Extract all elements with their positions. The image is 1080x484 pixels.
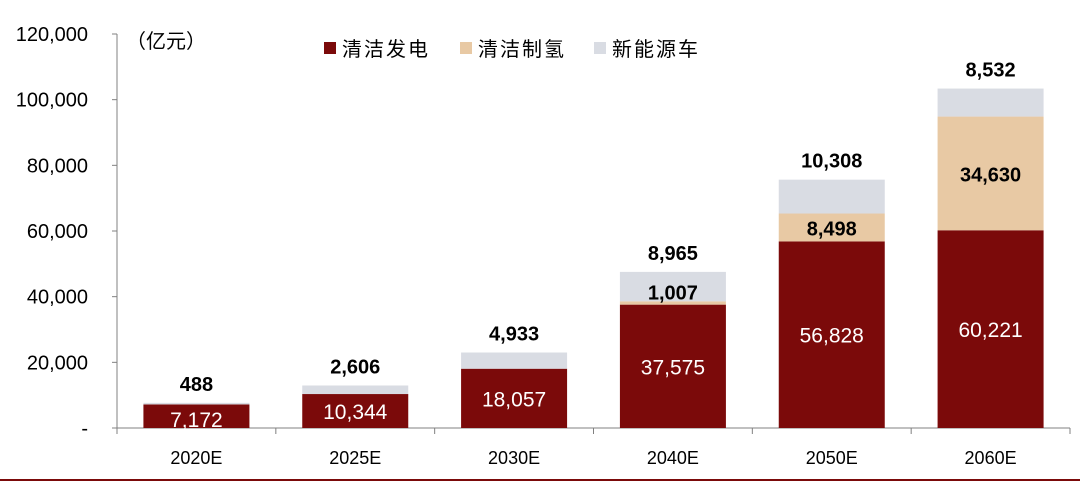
y-tick-labels: - 20,000 40,000 60,000 80,000 100,000 120,000: [16, 24, 117, 440]
bar-segment-clean-hydrogen: [937, 116, 1044, 231]
data-label: 8,965: [648, 243, 698, 265]
bar-segment-clean-power: [778, 241, 885, 428]
bars: [143, 88, 1044, 428]
data-label: 37,575: [641, 356, 705, 379]
data-label: 56,828: [800, 325, 864, 348]
data-label: 34,630: [960, 164, 1021, 186]
legend-swatch-clean-power: [324, 42, 336, 54]
legend-swatch-new-energy-vehicles: [594, 42, 606, 54]
data-label: 4,933: [489, 324, 539, 346]
legend-label-clean-hydrogen: 清洁制氢: [478, 37, 566, 61]
y-tick-label: 60,000: [27, 221, 88, 243]
data-label: 10,344: [323, 401, 388, 424]
y-tick-label: -: [81, 418, 88, 440]
data-label: 8,532: [966, 60, 1016, 82]
data-label: 60,221: [958, 319, 1022, 342]
x-tick-label: 2060E: [965, 448, 1017, 468]
data-label: 8,498: [807, 218, 857, 240]
bar-segment-new-energy-vehicles: [302, 385, 409, 395]
bar-segment-new-energy-vehicles: [778, 179, 885, 214]
y-tick-label: 80,000: [27, 155, 88, 177]
bar-segment-new-energy-vehicles: [143, 402, 250, 405]
x-tick-labels: 2020E 2025E 2030E 2040E 2050E 2060E: [116, 428, 1071, 468]
y-tick-label: 40,000: [27, 287, 88, 309]
data-label: 2,606: [330, 356, 380, 378]
x-tick-label: 2040E: [647, 448, 699, 468]
y-tick-label: 20,000: [27, 352, 88, 374]
y-tick-label: 100,000: [16, 90, 88, 112]
unit-label: （亿元）: [126, 29, 206, 53]
data-label: 7,172: [170, 409, 223, 432]
bar-segment-clean-power: [619, 304, 726, 428]
bar-segment-clean-power: [461, 368, 568, 428]
bar-segment-clean-power: [302, 394, 409, 428]
data-label: 10,308: [801, 151, 862, 173]
legend-label-new-energy-vehicles: 新能源车: [612, 37, 700, 61]
legend: 清洁发电 清洁制氢 新能源车: [324, 37, 700, 61]
data-label: 488: [180, 374, 213, 396]
bar-segment-clean-power: [937, 230, 1044, 428]
data-label: 18,057: [482, 388, 546, 411]
bar-segment-clean-hydrogen: [619, 301, 726, 305]
data-label: 1,007: [648, 282, 698, 304]
bar-segment-new-energy-vehicles: [619, 271, 726, 302]
legend-label-clean-power: 清洁发电: [342, 37, 430, 61]
x-tick-label: 2050E: [806, 448, 858, 468]
bar-segment-clean-hydrogen: [778, 213, 885, 242]
bar-segment-new-energy-vehicles: [937, 88, 1044, 117]
x-tick-label: 2030E: [488, 448, 540, 468]
y-tick-label: 120,000: [16, 24, 88, 46]
x-tick-label: 2025E: [329, 448, 381, 468]
data-labels: 7,172 488 10,344 2,606 18,057 4,933 37,575 1,00…: [170, 60, 1023, 432]
bar-segment-clean-power: [143, 404, 250, 428]
bar-segment-new-energy-vehicles: [461, 352, 568, 369]
legend-swatch-clean-hydrogen: [460, 42, 472, 54]
x-tick-label: 2020E: [170, 448, 222, 468]
